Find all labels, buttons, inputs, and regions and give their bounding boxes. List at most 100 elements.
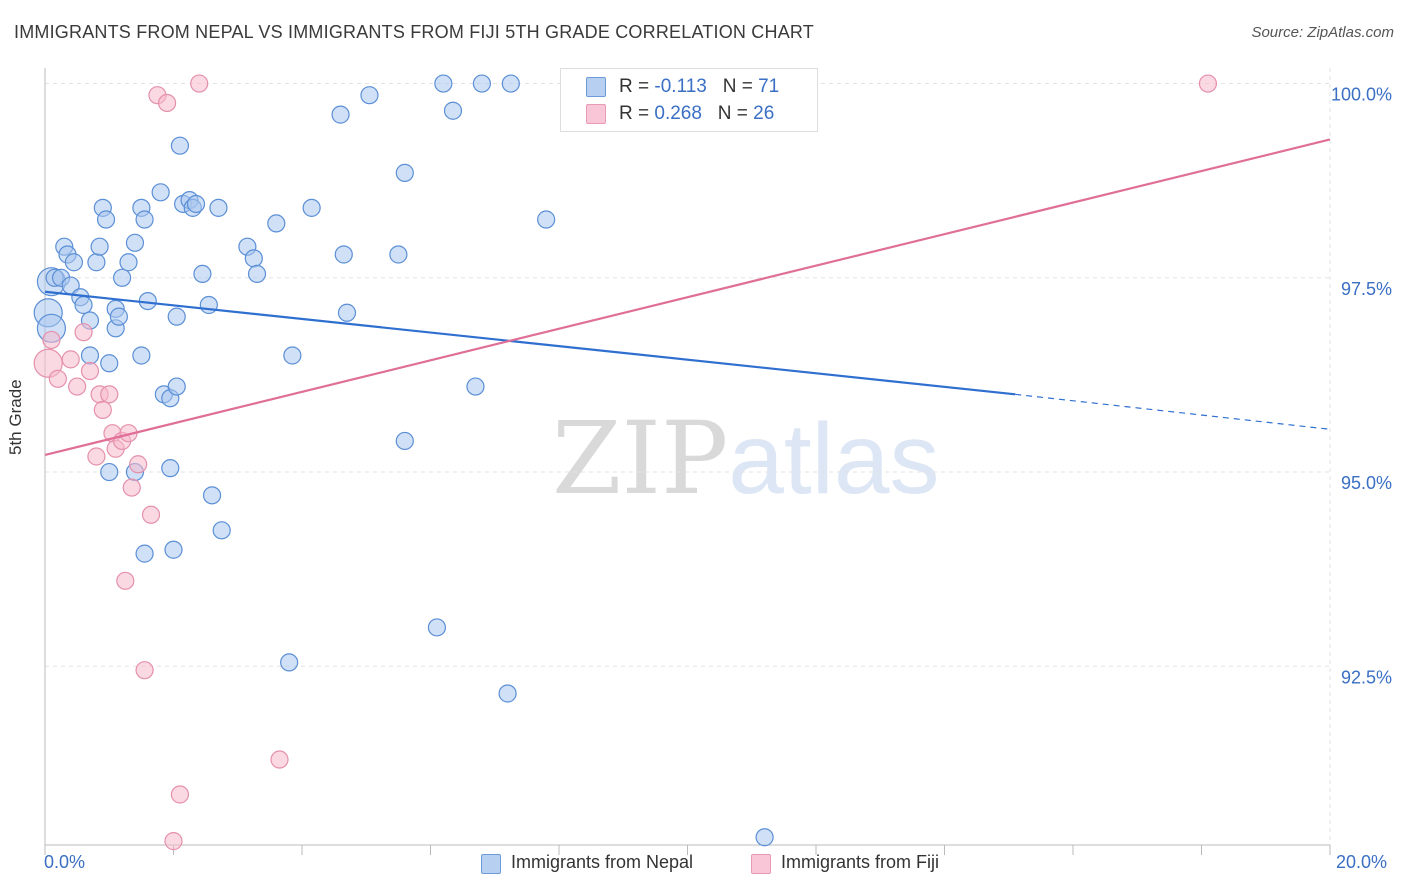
y-tick-labels: 92.5% 95.0% 97.5% 100.0% (1331, 85, 1392, 688)
y-tick-label-0: 92.5% (1341, 667, 1392, 687)
point-nepal-55 (427, 618, 447, 637)
legend-n-value-nepal: 71 (758, 76, 780, 97)
point-nepal-39 (202, 486, 222, 505)
point-fiji-21 (157, 93, 177, 113)
point-fiji-18 (135, 661, 154, 680)
y-tick-label-2: 97.5% (1341, 279, 1392, 299)
point-nepal-59 (472, 74, 491, 93)
point-fiji-1 (42, 330, 61, 350)
point-fiji-23 (170, 785, 190, 804)
legend-swatch-nepal (586, 77, 606, 97)
axes (44, 68, 1331, 855)
point-nepal-36 (186, 194, 206, 214)
point-nepal-57 (443, 101, 463, 120)
point-fiji-25 (270, 750, 289, 769)
point-nepal-40 (209, 198, 228, 217)
point-nepal-22 (119, 253, 138, 272)
point-nepal-63 (755, 828, 774, 847)
point-fiji-7 (87, 447, 106, 466)
point-nepal-13 (87, 253, 106, 272)
point-nepal-49 (334, 245, 353, 264)
point-fiji-5 (74, 323, 93, 342)
trend-lines (44, 138, 1331, 457)
trend-line-fiji (44, 138, 1331, 457)
point-nepal-43 (244, 249, 263, 268)
point-nepal-17 (100, 354, 119, 373)
point-nepal-52 (389, 245, 408, 264)
point-nepal-53 (395, 431, 414, 451)
legend-stats-nepal: R = -0.113 N = 71 (619, 76, 779, 98)
point-nepal-67 (109, 307, 128, 326)
point-fiji-19 (141, 505, 161, 524)
point-nepal-61 (501, 74, 520, 93)
watermark-zip: ZIP (552, 400, 729, 517)
point-nepal-18 (100, 462, 119, 482)
point-nepal-50 (337, 303, 357, 322)
legend-r-value-nepal: -0.113 (654, 76, 707, 97)
point-nepal-64 (135, 544, 154, 563)
point-nepal-54 (395, 163, 414, 182)
point-fiji-22 (164, 832, 183, 851)
point-fiji-9 (93, 400, 112, 419)
point-fiji-14 (116, 571, 135, 590)
point-nepal-68 (167, 307, 186, 326)
point-nepal-31 (167, 377, 186, 396)
watermark: ZIPatlas (552, 400, 940, 517)
legend-r-value-fiji: 0.268 (654, 103, 702, 124)
point-nepal-32 (170, 136, 190, 155)
point-nepal-56 (434, 74, 453, 93)
chart-title: IMMIGRANTS FROM NEPAL VS IMMIGRANTS FROM… (14, 22, 814, 42)
legend-n-label: N = (722, 76, 753, 97)
watermark-atlas: atlas (728, 403, 940, 515)
source-label: Source: ZipAtlas.com (1251, 24, 1394, 41)
point-nepal-14 (90, 237, 109, 256)
point-nepal-16 (96, 210, 116, 229)
point-nepal-46 (283, 346, 302, 365)
series-nepal-points (33, 74, 774, 847)
series-fiji-points (33, 74, 1218, 851)
point-nepal-21 (112, 268, 132, 287)
legend-stats-fiji: R = 0.268 N = 26 (619, 103, 774, 125)
point-nepal-27 (151, 183, 170, 202)
stats-legend: R = -0.113 N = 71 R = 0.268 N = 26 (560, 68, 818, 132)
bottom-legend-label-fiji: Immigrants from Fiji (781, 852, 940, 872)
legend-r-label: R = (619, 76, 650, 97)
y-tick-label-3: 100.0% (1331, 85, 1392, 105)
legend-r-label: R = (619, 103, 650, 124)
point-nepal-70 (164, 540, 183, 559)
point-fiji-26 (1198, 74, 1218, 93)
point-nepal-47 (302, 198, 321, 217)
point-nepal-38 (199, 295, 218, 315)
point-nepal-45 (267, 214, 286, 233)
point-nepal-8 (64, 253, 84, 272)
point-nepal-65 (132, 346, 151, 365)
point-nepal-25 (135, 210, 154, 229)
point-fiji-24 (190, 74, 209, 93)
point-nepal-69 (280, 653, 299, 672)
point-nepal-29 (161, 459, 180, 478)
point-fiji-17 (129, 455, 148, 474)
trend-line-nepal (44, 290, 1016, 396)
point-nepal-58 (466, 377, 485, 396)
point-nepal-60 (498, 684, 517, 703)
point-fiji-16 (122, 478, 141, 497)
point-fiji-3 (61, 350, 80, 369)
legend-n-value-fiji: 26 (753, 103, 775, 124)
point-nepal-37 (193, 264, 212, 284)
point-nepal-41 (212, 521, 231, 540)
legend-n-label: N = (717, 103, 748, 124)
legend-swatch-fiji (586, 104, 606, 124)
point-nepal-12 (80, 346, 100, 365)
point-nepal-23 (125, 233, 145, 252)
bottom-legend-swatch-nepal (481, 854, 501, 874)
point-fiji-6 (80, 361, 100, 381)
x-tick-label-max: 20.0% (1336, 852, 1388, 872)
bottom-legend-label-nepal: Immigrants from Nepal (511, 852, 694, 872)
y-tick-label-1: 95.0% (1341, 473, 1392, 493)
grid (45, 68, 1331, 845)
point-nepal-44 (247, 264, 267, 284)
trend-line-nepal-extension (1015, 393, 1331, 430)
x-tick-label-min: 0.0% (44, 852, 86, 872)
point-nepal-62 (537, 210, 556, 229)
